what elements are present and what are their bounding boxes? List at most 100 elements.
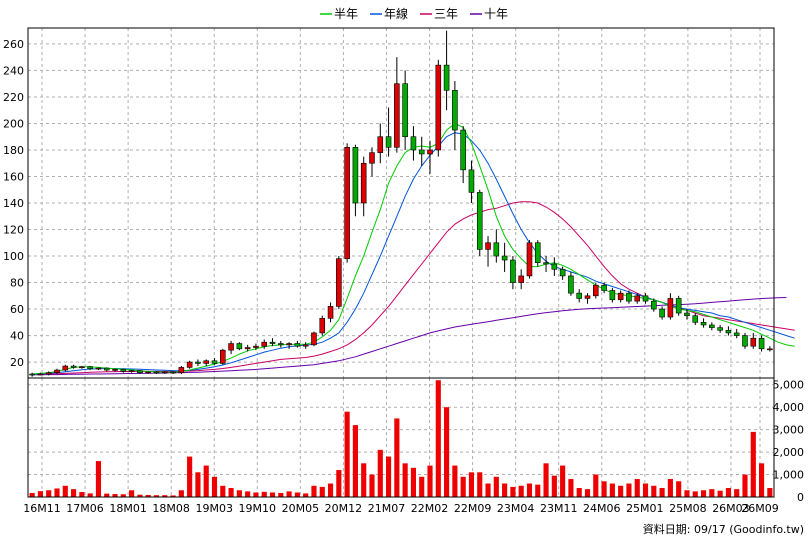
legend-item: 三年 bbox=[420, 7, 458, 21]
x-tick-label: 17M06 bbox=[66, 502, 104, 515]
volume-bar bbox=[269, 492, 276, 497]
legend: 半年 年線 三年 十年 bbox=[320, 6, 508, 21]
candle bbox=[203, 359, 209, 367]
candle-body bbox=[79, 366, 85, 369]
candle bbox=[261, 339, 268, 349]
volume-bar bbox=[220, 485, 226, 497]
candle bbox=[170, 371, 176, 375]
volume-bar bbox=[278, 492, 284, 497]
candle bbox=[87, 366, 93, 371]
candle bbox=[559, 266, 566, 280]
volume-bar bbox=[734, 489, 740, 497]
candle bbox=[220, 348, 226, 365]
volume-bar bbox=[634, 479, 640, 497]
candle bbox=[319, 315, 326, 336]
x-tick-label: 23M04 bbox=[497, 502, 535, 515]
volume-bar bbox=[419, 476, 425, 497]
volume-bar bbox=[758, 463, 765, 497]
candle bbox=[460, 126, 466, 184]
candle-body bbox=[642, 295, 649, 302]
volume-bar bbox=[187, 456, 193, 497]
volume-bar bbox=[410, 467, 417, 497]
candle-body bbox=[559, 268, 566, 277]
candle-body bbox=[54, 369, 60, 373]
candle bbox=[153, 371, 160, 375]
candle bbox=[95, 367, 102, 371]
candle bbox=[286, 342, 292, 349]
candle-body bbox=[311, 332, 317, 346]
volume-bar bbox=[560, 465, 566, 497]
candle-body bbox=[327, 306, 334, 319]
volume-bar bbox=[286, 491, 292, 497]
candle bbox=[601, 282, 607, 294]
candle-body bbox=[170, 371, 176, 374]
volume-bar bbox=[676, 481, 682, 497]
volume-bar bbox=[576, 488, 582, 497]
candle bbox=[120, 368, 127, 373]
volume-bar bbox=[112, 494, 118, 497]
candle bbox=[103, 367, 110, 372]
candle-body bbox=[501, 255, 508, 261]
volume-bar bbox=[485, 483, 491, 497]
candle bbox=[543, 256, 549, 272]
candle bbox=[195, 359, 201, 367]
candle-body bbox=[195, 361, 201, 364]
volume-bar bbox=[54, 488, 60, 497]
volume-bar bbox=[211, 476, 218, 497]
x-tick-label: 22M02 bbox=[411, 502, 449, 515]
candle-body bbox=[651, 300, 657, 310]
volume-bar bbox=[352, 425, 358, 497]
volume-bar bbox=[709, 489, 715, 497]
volume-bar bbox=[170, 495, 176, 497]
volume-tick-label: 1,000 bbox=[773, 469, 805, 482]
volume-bar bbox=[303, 493, 309, 497]
candle bbox=[385, 107, 392, 157]
candle-body bbox=[684, 312, 690, 316]
candle-body bbox=[344, 147, 350, 259]
candlesticks bbox=[29, 30, 773, 377]
candle-body bbox=[767, 348, 773, 351]
x-tick-label: 19M03 bbox=[195, 502, 233, 515]
candle-body bbox=[750, 337, 757, 347]
legend-label: 半年 bbox=[334, 7, 358, 21]
volume-bar bbox=[361, 463, 367, 497]
volume-bar bbox=[62, 485, 68, 497]
candle bbox=[37, 372, 44, 376]
candle bbox=[609, 287, 616, 303]
candle bbox=[402, 70, 408, 150]
price-tick-label: 160 bbox=[3, 170, 24, 183]
volume-bar bbox=[402, 463, 408, 497]
candle-body bbox=[742, 335, 748, 347]
candle bbox=[62, 364, 69, 372]
volume-bar bbox=[344, 411, 350, 497]
candle-body bbox=[286, 343, 292, 346]
volume-bar bbox=[452, 465, 458, 497]
candle-body bbox=[29, 373, 35, 376]
volume-bar bbox=[551, 475, 557, 497]
volume-bar bbox=[543, 463, 549, 497]
volume-bar bbox=[584, 489, 591, 497]
candle bbox=[377, 123, 384, 164]
candle-body bbox=[485, 242, 491, 250]
price-tick-label: 260 bbox=[3, 38, 24, 51]
candle bbox=[302, 342, 309, 349]
volume-bars bbox=[29, 380, 773, 497]
moving-average-lines bbox=[32, 122, 795, 376]
volume-bar bbox=[684, 490, 690, 497]
candle bbox=[45, 371, 52, 376]
candle-body bbox=[377, 136, 384, 153]
candle-body bbox=[319, 318, 326, 334]
candle bbox=[70, 364, 77, 369]
candle bbox=[501, 242, 508, 272]
legend-label: 年線 bbox=[384, 6, 408, 21]
candle-body bbox=[360, 162, 367, 204]
price-tick-label: 80 bbox=[10, 277, 24, 290]
candle-body bbox=[95, 367, 102, 370]
candle-body bbox=[137, 370, 143, 373]
legend-label: 三年 bbox=[434, 7, 458, 21]
volume-bar bbox=[717, 490, 723, 497]
candle bbox=[394, 57, 400, 153]
volume-bar bbox=[120, 494, 126, 497]
volume-bar bbox=[601, 481, 607, 497]
